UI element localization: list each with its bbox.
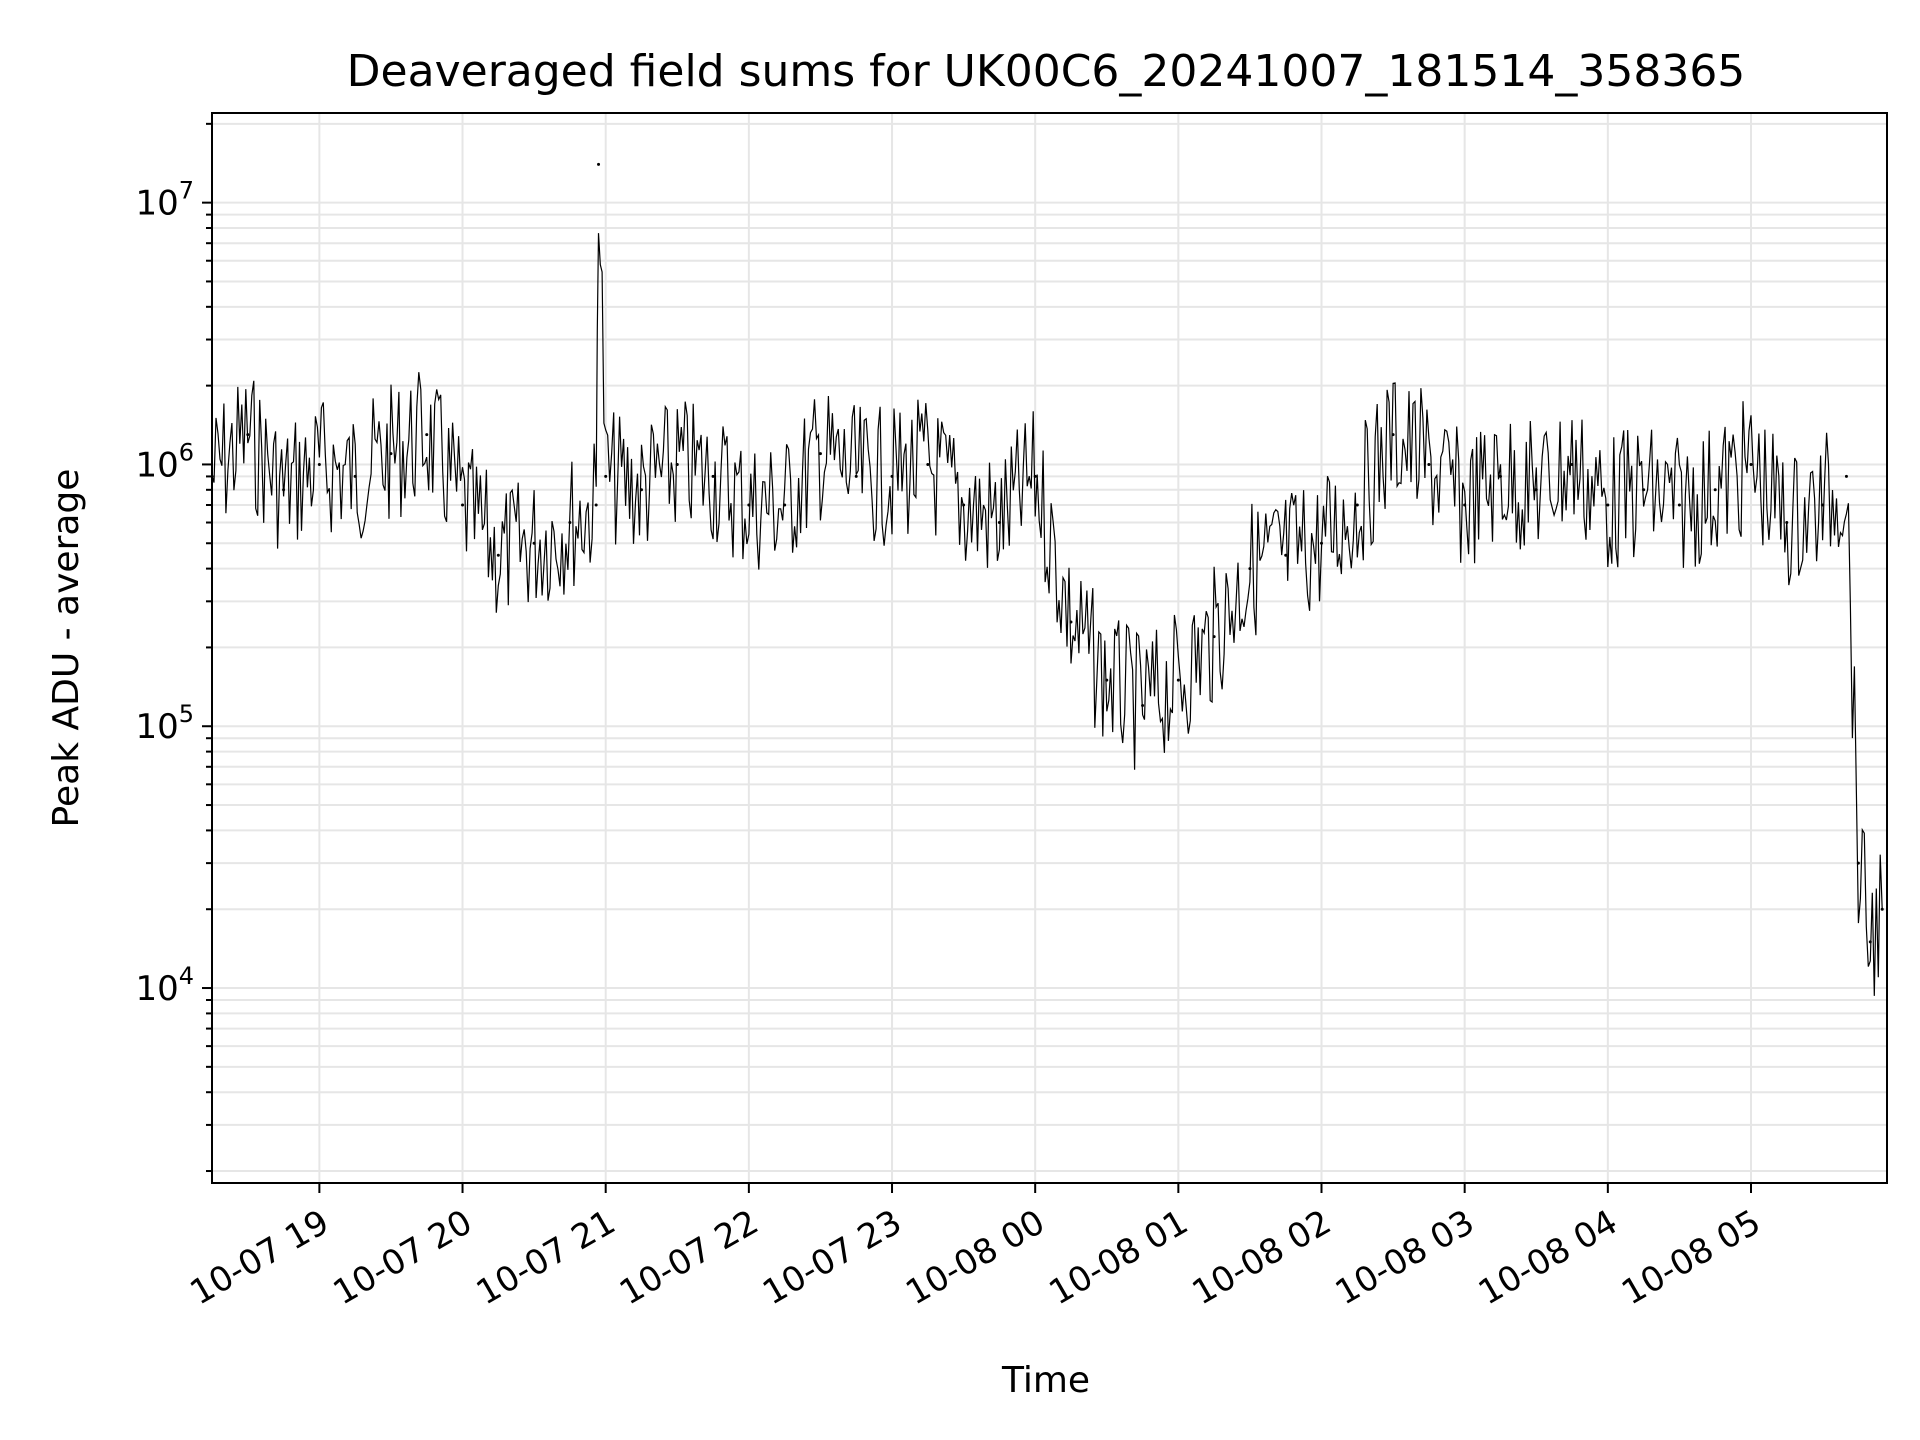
y-axis-title: Peak ADU - average (46, 469, 87, 828)
data-point (1176, 678, 1180, 682)
data-point (461, 503, 465, 507)
data-point (1427, 462, 1431, 466)
data-point (597, 162, 601, 166)
data-point (1355, 503, 1359, 507)
data-point (496, 553, 500, 557)
data-point (1320, 541, 1324, 545)
data-point (926, 462, 930, 466)
data-point (1713, 488, 1717, 492)
data-point (1105, 678, 1109, 682)
y-tick-label: 106 (135, 438, 194, 485)
data-point (317, 462, 321, 466)
data-point (1498, 474, 1502, 478)
data-point (594, 503, 598, 507)
data-point (1749, 462, 1753, 466)
data-point (1785, 521, 1789, 525)
data-point (747, 503, 751, 507)
data-point (1033, 474, 1037, 478)
data-point (1534, 488, 1538, 492)
data-point (353, 474, 357, 478)
y-tick-label: 107 (135, 177, 194, 224)
y-tick-label: 105 (135, 700, 194, 747)
data-point (389, 452, 393, 456)
data-point (1880, 907, 1884, 911)
data-point (1642, 488, 1646, 492)
data-point (962, 503, 966, 507)
data-point (1391, 433, 1395, 437)
series-line (212, 233, 1883, 996)
data-point (675, 462, 679, 466)
data-point (783, 503, 787, 507)
data-point (997, 521, 1001, 525)
data-point (604, 474, 608, 478)
data-point (890, 474, 894, 478)
data-point (1570, 462, 1574, 466)
y-tick-label: 104 (135, 962, 194, 1009)
data-point (1284, 553, 1288, 557)
data-point (711, 474, 715, 478)
data-point (1069, 620, 1073, 624)
data-point (1856, 861, 1860, 865)
data-point (1677, 503, 1681, 507)
data-point (1606, 503, 1610, 507)
data-point (1821, 503, 1825, 507)
data-point (639, 488, 643, 492)
data-point (246, 433, 250, 437)
data-point (1463, 503, 1467, 507)
grid-layer (212, 113, 1887, 1183)
data-point (1141, 704, 1145, 708)
x-axis-title: Time (1001, 1360, 1090, 1401)
data-point (532, 541, 536, 545)
data-point (818, 452, 822, 456)
data-point (1212, 635, 1216, 639)
data-point (425, 433, 429, 437)
data-point (1868, 940, 1872, 944)
chart-title: Deaveraged field sums for UK00C6_2024100… (347, 46, 1746, 97)
data-point (1248, 567, 1252, 571)
data-layer (212, 162, 1884, 996)
data-point (282, 488, 286, 492)
data-point (854, 474, 858, 478)
data-point (568, 521, 572, 525)
data-point (1844, 474, 1848, 478)
